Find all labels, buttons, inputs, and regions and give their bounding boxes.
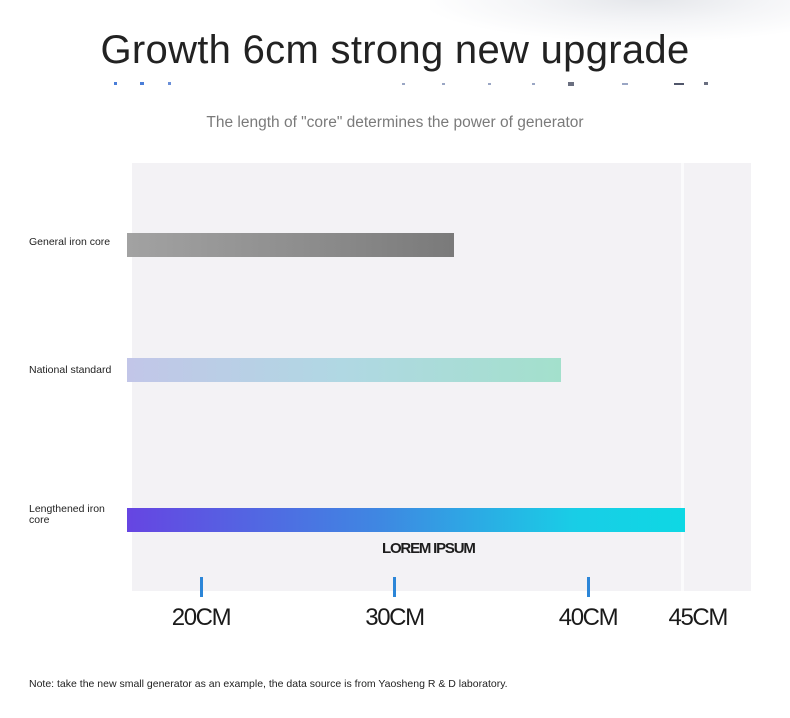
category-label-national-standard: National standard	[29, 364, 112, 376]
bar-annotation: LOREM IPSUM	[382, 540, 476, 557]
x-tick-mark-30	[393, 577, 396, 597]
bar-lengthened-iron-core	[127, 508, 685, 532]
category-label-general-iron-core: General iron core	[29, 236, 111, 248]
x-tick-label-20: 20CM	[171, 604, 232, 631]
bar-general-iron-core	[127, 233, 455, 257]
x-tick-mark-20	[199, 577, 203, 597]
background-glare	[430, 0, 790, 40]
chart-subtitle: The length of "core" determines the powe…	[206, 114, 584, 131]
x-tick-label-30: 30CM	[365, 604, 425, 631]
max-value-line	[681, 163, 684, 591]
decorative-dots	[114, 82, 708, 86]
bar-national-standard	[127, 358, 561, 382]
x-tick-label-45: 45CM	[668, 604, 729, 631]
x-tick-label-40: 40CM	[558, 604, 619, 631]
page-title: Growth 6cm strong new upgrade	[100, 28, 690, 72]
x-tick-mark-40	[586, 577, 590, 597]
category-label-lengthened-iron-core: Lengthened iron core	[29, 503, 105, 526]
footnote: Note: take the new small generator as an…	[29, 678, 508, 690]
